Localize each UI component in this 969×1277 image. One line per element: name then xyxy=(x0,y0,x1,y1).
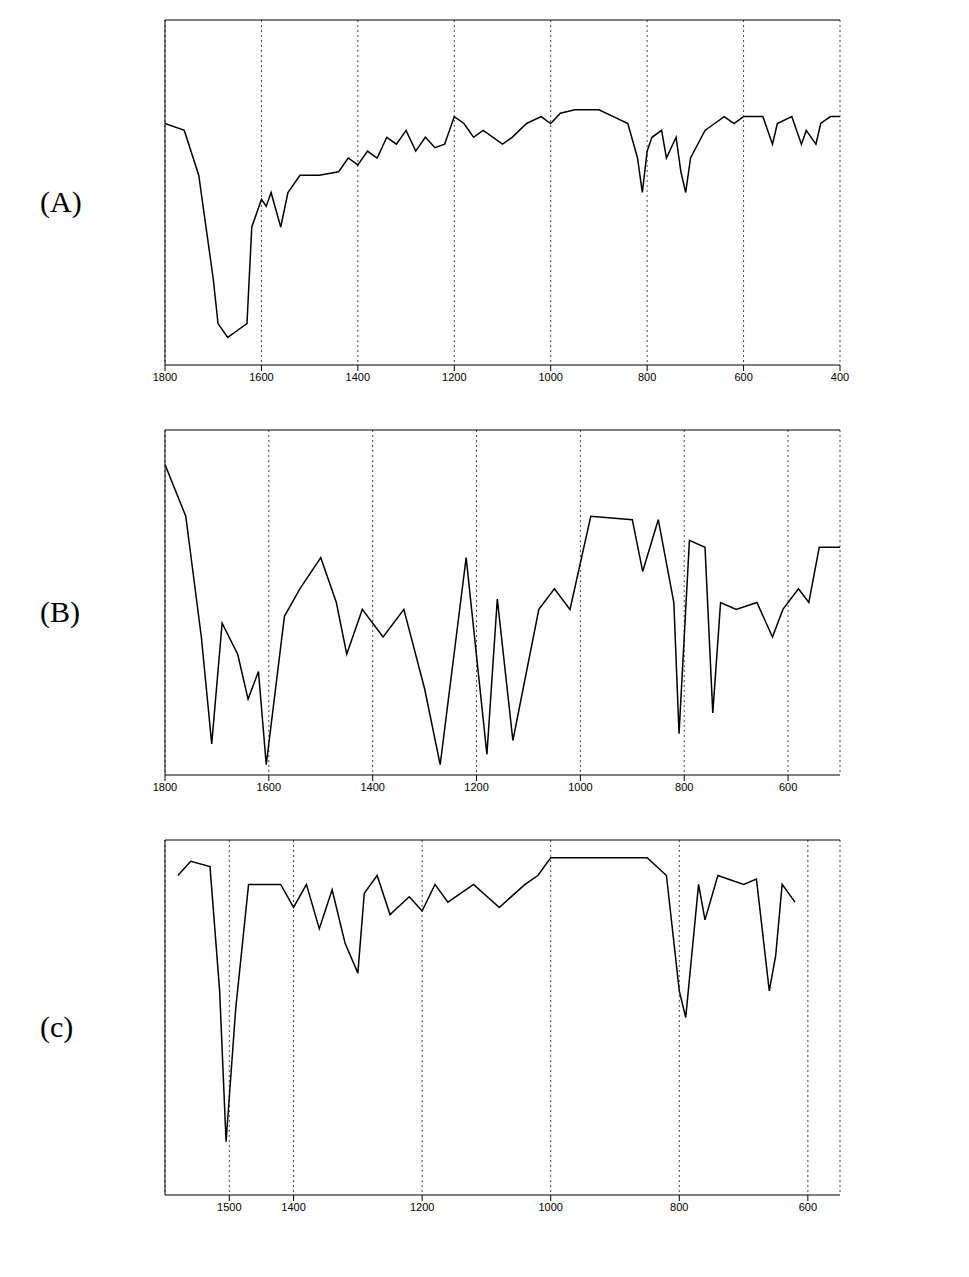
svg-text:1200: 1200 xyxy=(464,781,488,793)
html-text:(c): (c) xyxy=(40,1010,74,1043)
svg-text:1800: 1800 xyxy=(153,371,177,383)
svg-text:1200: 1200 xyxy=(410,1201,434,1213)
svg-text:1000: 1000 xyxy=(538,1201,562,1213)
svg-text:600: 600 xyxy=(779,781,797,793)
svg-text:1800: 1800 xyxy=(153,781,177,793)
svg-text:1400: 1400 xyxy=(346,371,370,383)
svg-text:1200: 1200 xyxy=(442,371,466,383)
svg-text:800: 800 xyxy=(675,781,693,793)
svg-text:600: 600 xyxy=(799,1201,817,1213)
svg-text:1500: 1500 xyxy=(217,1201,241,1213)
svg-text:800: 800 xyxy=(670,1201,688,1213)
svg-text:1600: 1600 xyxy=(249,371,273,383)
svg-text:1600: 1600 xyxy=(257,781,281,793)
svg-text:1400: 1400 xyxy=(360,781,384,793)
svg-text:400: 400 xyxy=(831,371,849,383)
svg-text:1000: 1000 xyxy=(568,781,592,793)
html-text:(B): (B) xyxy=(40,595,80,628)
html-text:(A): (A) xyxy=(40,185,82,218)
svg-text:800: 800 xyxy=(638,371,656,383)
svg-text:1400: 1400 xyxy=(281,1201,305,1213)
svg-text:600: 600 xyxy=(734,371,752,383)
svg-text:1000: 1000 xyxy=(538,371,562,383)
